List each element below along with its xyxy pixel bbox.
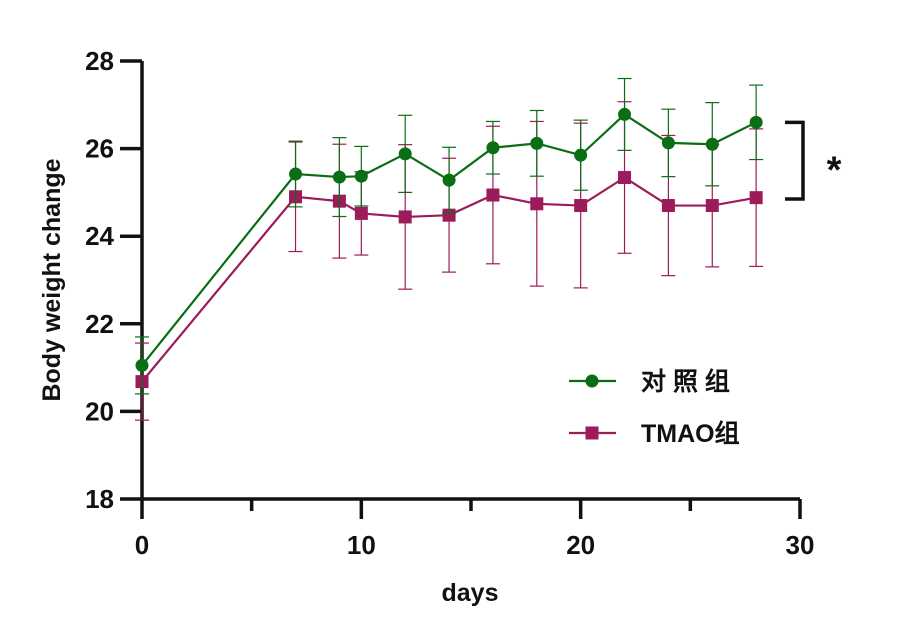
y-tick-label: 22	[85, 309, 114, 339]
x-axis: 0 10 20 30	[135, 497, 815, 560]
data-point	[442, 173, 456, 187]
data-point	[354, 206, 368, 220]
data-point	[661, 199, 675, 213]
data-point	[530, 197, 544, 211]
x-tick-label: 0	[135, 530, 149, 560]
data-point	[486, 141, 500, 155]
series-control	[135, 77, 764, 395]
data-point	[398, 210, 412, 224]
legend-item: 对 照 组	[569, 368, 730, 396]
y-axis: 18 20 22 24 26 28	[85, 46, 144, 514]
y-tick-label: 18	[85, 484, 114, 514]
data-point	[574, 148, 588, 162]
significance-bracket: *	[785, 120, 842, 201]
data-point	[486, 188, 500, 202]
data-point	[354, 169, 368, 183]
legend-marker	[585, 374, 599, 388]
data-point	[749, 115, 763, 129]
significance-label: *	[827, 150, 842, 192]
y-tick-label: 26	[85, 134, 114, 164]
data-point	[442, 208, 456, 222]
x-axis-title: days	[442, 579, 499, 607]
y-tick-label: 28	[85, 46, 114, 76]
legend-marker	[585, 426, 599, 440]
x-tick-label: 20	[566, 530, 595, 560]
data-point	[289, 167, 303, 181]
legend: 对 照 组 TMAO组	[569, 368, 740, 448]
data-point	[749, 191, 763, 205]
data-point	[135, 358, 149, 372]
plot-area	[135, 77, 764, 421]
data-point	[398, 147, 412, 161]
data-point	[332, 170, 346, 184]
legend-item: TMAO组	[569, 420, 740, 448]
y-axis-title: Body weight change	[38, 158, 66, 401]
data-point	[705, 199, 719, 213]
data-point	[705, 137, 719, 151]
data-point	[574, 199, 588, 213]
data-point	[618, 171, 632, 185]
data-point	[661, 136, 675, 150]
y-tick-label: 20	[85, 396, 114, 426]
x-tick-label: 30	[786, 530, 815, 560]
legend-label: 对 照 组	[641, 368, 730, 396]
significance-bracket-line	[785, 120, 805, 201]
data-point	[530, 136, 544, 150]
data-point	[618, 107, 632, 121]
legend-label: TMAO组	[641, 420, 740, 448]
y-tick-label: 24	[85, 221, 114, 251]
x-tick-label: 10	[347, 530, 376, 560]
